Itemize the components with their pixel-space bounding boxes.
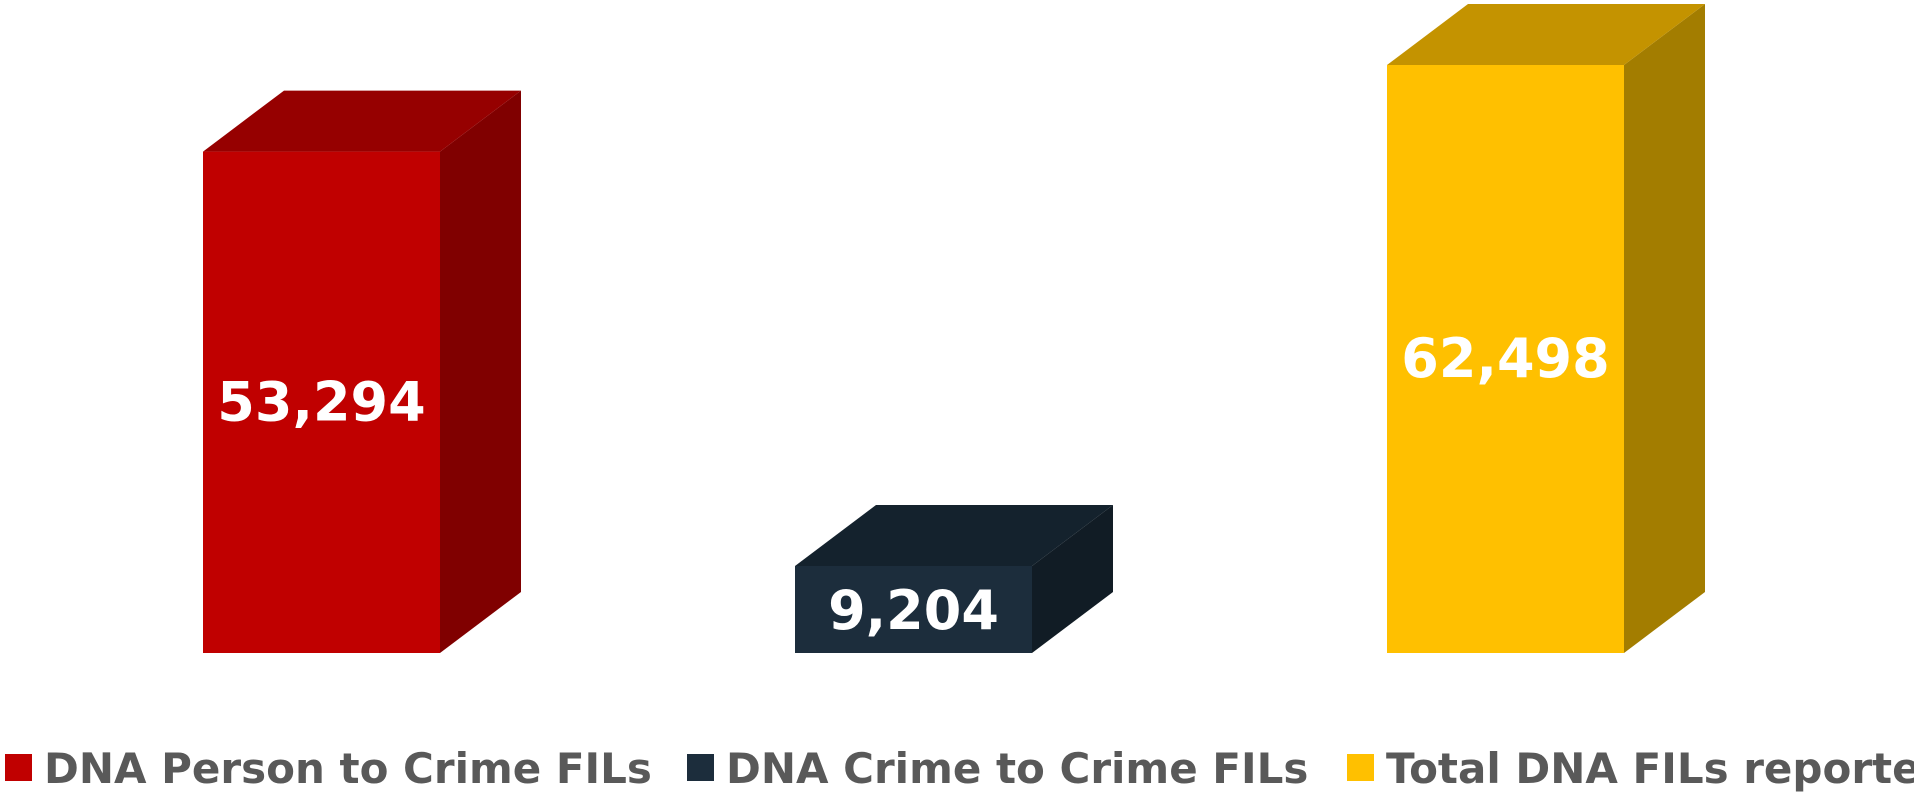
legend-item-3: Total DNA FILs reported — [1347, 744, 1914, 793]
bar-front-face — [795, 566, 1032, 653]
bar-value-label: 9,204 — [828, 579, 999, 642]
legend-label: Total DNA FILs reported — [1386, 744, 1914, 793]
bar-side-face — [440, 90, 521, 654]
bar-value-label: 62,498 — [1401, 327, 1609, 390]
legend-label: DNA Crime to Crime FILs — [726, 744, 1308, 793]
legend-swatch — [5, 754, 32, 781]
bar-2: 9,204 — [795, 505, 1113, 653]
bar-value-label: 53,294 — [217, 370, 425, 433]
legend-swatch — [687, 754, 714, 781]
legend-item-1: DNA Person to Crime FILs — [5, 744, 652, 793]
bar-top-face — [795, 505, 1113, 566]
bar-front-face — [1387, 65, 1624, 653]
bar-top-face — [1387, 4, 1705, 65]
bar-3: 62,498 — [1387, 4, 1705, 653]
bar-side-face — [1032, 505, 1113, 653]
bar-top-face — [203, 90, 521, 152]
legend-label: DNA Person to Crime FILs — [44, 744, 652, 793]
bar-side-face — [1624, 4, 1705, 653]
bar-front-face — [203, 151, 440, 654]
legend-swatch — [1347, 754, 1374, 781]
bars-group: 53,294 9,204 62,498 — [203, 4, 1705, 654]
legend: DNA Person to Crime FILs DNA Crime to Cri… — [5, 744, 1914, 793]
bar-1: 53,294 — [203, 90, 521, 654]
legend-item-2: DNA Crime to Crime FILs — [687, 744, 1308, 793]
